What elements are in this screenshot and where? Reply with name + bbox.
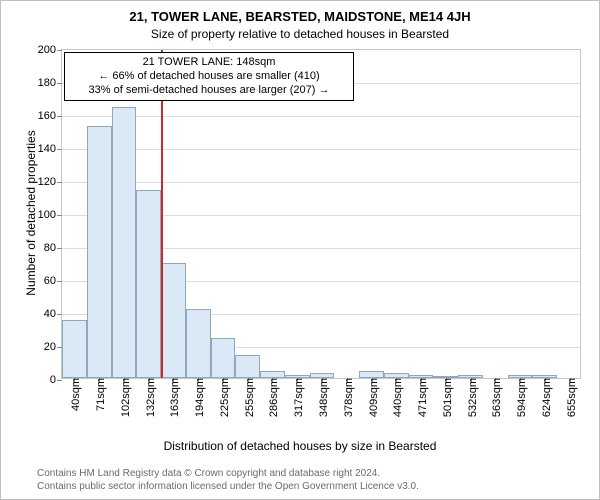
y-tick-label: 120 bbox=[38, 176, 62, 188]
y-tick-label: 20 bbox=[44, 341, 62, 353]
y-tick-label: 60 bbox=[44, 275, 62, 287]
y-tick-label: 160 bbox=[38, 110, 62, 122]
histogram-bar bbox=[112, 107, 137, 378]
y-tick-label: 200 bbox=[38, 44, 62, 56]
y-tick-label: 80 bbox=[44, 242, 62, 254]
histogram-bar bbox=[186, 309, 211, 378]
y-tick-label: 0 bbox=[50, 374, 62, 386]
x-tick-label: 594sqm bbox=[512, 378, 528, 417]
x-tick-label: 102sqm bbox=[116, 378, 132, 417]
x-tick-label: 286sqm bbox=[264, 378, 280, 417]
x-tick-label: 194sqm bbox=[190, 378, 206, 417]
footer-line: Contains public sector information licen… bbox=[37, 480, 419, 493]
x-tick-label: 225sqm bbox=[215, 378, 231, 417]
gridline bbox=[62, 116, 580, 117]
y-tick-label: 40 bbox=[44, 308, 62, 320]
gridline bbox=[62, 149, 580, 150]
x-tick-label: 440sqm bbox=[388, 378, 404, 417]
histogram-bar bbox=[62, 320, 87, 378]
x-tick-label: 624sqm bbox=[537, 378, 553, 417]
y-tick-label: 140 bbox=[38, 143, 62, 155]
histogram-bar bbox=[285, 375, 310, 378]
annotation-line: 21 TOWER LANE: 148sqm bbox=[71, 56, 347, 70]
footer-line: Contains HM Land Registry data © Crown c… bbox=[37, 467, 419, 480]
histogram-bar bbox=[235, 355, 260, 378]
histogram-bar bbox=[409, 375, 434, 378]
x-tick-label: 163sqm bbox=[165, 378, 181, 417]
x-tick-label: 471sqm bbox=[413, 378, 429, 417]
x-tick-label: 348sqm bbox=[314, 378, 330, 417]
x-tick-label: 255sqm bbox=[240, 378, 256, 417]
x-axis-label: Distribution of detached houses by size … bbox=[1, 439, 599, 453]
x-tick-label: 409sqm bbox=[364, 378, 380, 417]
y-tick-label: 180 bbox=[38, 77, 62, 89]
page-root: 21, TOWER LANE, BEARSTED, MAIDSTONE, ME1… bbox=[0, 0, 600, 500]
histogram-bar bbox=[136, 190, 161, 378]
annotation-line: ← 66% of detached houses are smaller (41… bbox=[71, 70, 347, 84]
histogram-bar bbox=[87, 126, 112, 378]
histogram-bar bbox=[260, 371, 285, 378]
histogram-bar bbox=[458, 375, 483, 378]
histogram-bar bbox=[508, 375, 533, 378]
gridline bbox=[62, 182, 580, 183]
chart-title-main: 21, TOWER LANE, BEARSTED, MAIDSTONE, ME1… bbox=[1, 9, 599, 24]
x-tick-label: 40sqm bbox=[66, 378, 82, 411]
histogram-bar bbox=[359, 371, 384, 378]
annotation-box: 21 TOWER LANE: 148sqm← 66% of detached h… bbox=[64, 52, 354, 101]
x-tick-label: 563sqm bbox=[487, 378, 503, 417]
x-tick-label: 532sqm bbox=[463, 378, 479, 417]
x-tick-label: 655sqm bbox=[562, 378, 578, 417]
x-tick-label: 501sqm bbox=[438, 378, 454, 417]
histogram-bar bbox=[310, 373, 335, 378]
x-tick-label: 132sqm bbox=[141, 378, 157, 417]
annotation-line: 33% of semi-detached houses are larger (… bbox=[71, 84, 347, 98]
histogram-bar bbox=[433, 376, 458, 378]
x-tick-label: 378sqm bbox=[339, 378, 355, 417]
histogram-bar bbox=[384, 373, 409, 378]
y-axis-label: Number of detached properties bbox=[24, 103, 38, 323]
x-tick-label: 71sqm bbox=[91, 378, 107, 411]
plot-area: 21 TOWER LANE: 148sqm← 66% of detached h… bbox=[61, 49, 581, 379]
x-tick-label: 317sqm bbox=[289, 378, 305, 417]
footer-attribution: Contains HM Land Registry data © Crown c… bbox=[37, 467, 419, 493]
histogram-bar bbox=[161, 263, 186, 379]
y-tick-label: 100 bbox=[38, 209, 62, 221]
histogram-bar bbox=[532, 375, 557, 378]
histogram-bar bbox=[211, 338, 236, 378]
chart-title-sub: Size of property relative to detached ho… bbox=[1, 27, 599, 41]
